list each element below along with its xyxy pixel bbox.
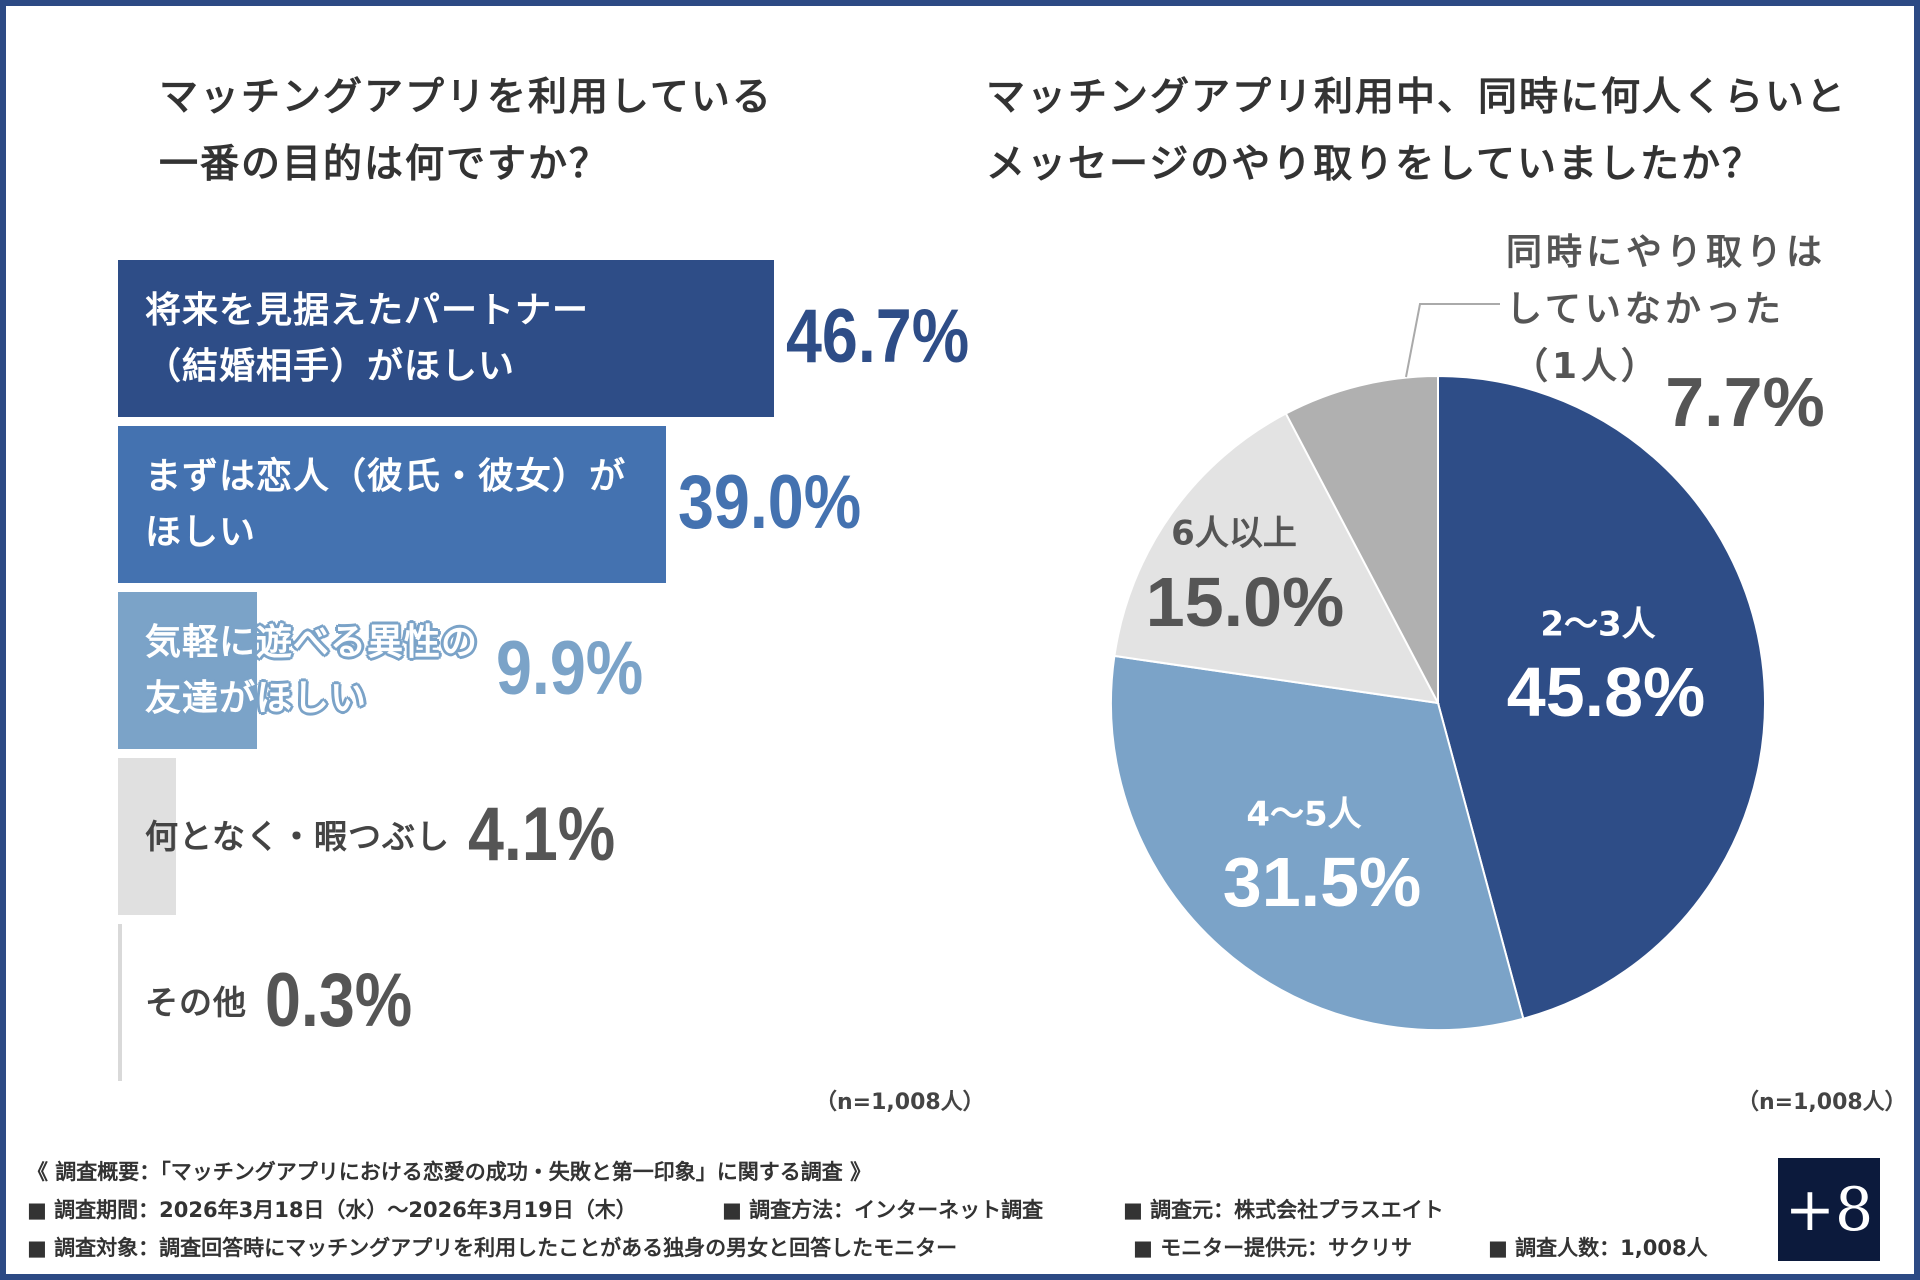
bar-chart-title-line: 一番の目的は何ですか？ (159, 142, 611, 187)
pie-chart-title: マッチングアプリ利用中、同時に何人くらいと メッセージのやり取りをしていましたか… (986, 64, 1847, 198)
pie-chart-title-line: マッチングアプリ利用中、同時に何人くらいと (986, 75, 1848, 120)
pie-label-none-line: （1人） (1512, 346, 1662, 387)
pie-chart-sample-note: （n=1,008人） (1737, 1090, 1907, 1115)
bar (118, 426, 666, 583)
bar-category-line: まずは恋人（彼氏・彼女）が (145, 455, 627, 497)
pie-label-6plus: 6人以上 (1171, 513, 1297, 554)
pie-chart-title-line: メッセージのやり取りをしていましたか？ (986, 142, 1764, 187)
bar-category-line: （結婚相手）がほしい (145, 345, 516, 387)
bar-chart-sample-note: （n=1,008人） (815, 1090, 985, 1115)
bar-category-label: 気軽に遊べる異性の 友達がほしい (145, 615, 478, 727)
pie-value-6plus: 15.0% (1145, 563, 1345, 641)
pie-value-4-5: 31.5% (1222, 843, 1422, 921)
monitor-provider: ■ モニター提供元：サクリサ (1133, 1236, 1413, 1260)
bar-category-label: まずは恋人（彼氏・彼女）が ほしい (145, 449, 626, 561)
pie-label-none: 同時にやり取りは していなかった （1人） (1506, 224, 1826, 395)
pie-slice (1284, 374, 1439, 704)
plus-eight-logo: +8 (1778, 1158, 1880, 1261)
bar-value-label: 4.1% (468, 791, 616, 877)
bar (118, 260, 775, 417)
survey-source: ■ 調査元：株式会社プラスエイト (1123, 1198, 1444, 1222)
survey-target: ■ 調査対象：調査回答時にマッチングアプリを利用したことがある独身の男女と回答し… (27, 1236, 958, 1260)
bar-value-label: 46.7% (786, 293, 970, 379)
pie-value-none: 7.7% (1665, 363, 1825, 441)
bar-category-line: 気軽に遊べる異性の (145, 621, 479, 663)
bar (118, 924, 123, 1081)
bar (118, 758, 176, 915)
bar-category-line: 友達がほしい (145, 677, 368, 719)
pie-label-2-3: 2〜3人 (1540, 604, 1656, 645)
pie-value-2-3: 45.8% (1506, 653, 1706, 731)
bar-value-label: 9.9% (496, 625, 644, 711)
bar-value-label: 0.3% (265, 957, 413, 1043)
bar-category-line: 何となく・暇つぶし (145, 816, 451, 856)
bar-chart-title-line: マッチングアプリを利用している (159, 75, 773, 120)
survey-heading: 《 調査概要：「マッチングアプリにおける恋愛の成功・失敗と第一印象」に関する調査… (27, 1160, 872, 1184)
pie-leader-line (1405, 303, 1500, 378)
bar-category-label: 将来を見据えたパートナー （結婚相手）がほしい (145, 283, 589, 395)
bar-chart-title: マッチングアプリを利用している 一番の目的は何ですか？ (159, 64, 773, 198)
pie-label-none-line: していなかった (1506, 289, 1785, 330)
bar-category-line: ほしい (145, 511, 257, 553)
bar-category-label: 何となく・暇つぶし (145, 809, 450, 865)
pie-label-none-line: 同時にやり取りは (1506, 232, 1827, 273)
pie-slice (1437, 374, 1766, 1020)
survey-method: ■ 調査方法：インターネット調査 (722, 1198, 1044, 1222)
bar (118, 592, 258, 749)
pie-slice (1110, 654, 1525, 1031)
bar-value-label: 39.0% (677, 459, 862, 545)
pie-label-4-5: 4〜5人 (1246, 794, 1362, 835)
bar-category-label: その他 (145, 975, 247, 1031)
survey-count: ■ 調査人数：1,008人 (1488, 1236, 1708, 1260)
bar-category-line: 将来を見据えたパートナー (145, 289, 590, 331)
survey-period: ■ 調査期間：2026年3月18日（水）〜2026年3月19日（木） (27, 1198, 637, 1222)
pie-slice (1113, 412, 1440, 705)
bar-category-line: その他 (145, 982, 247, 1022)
